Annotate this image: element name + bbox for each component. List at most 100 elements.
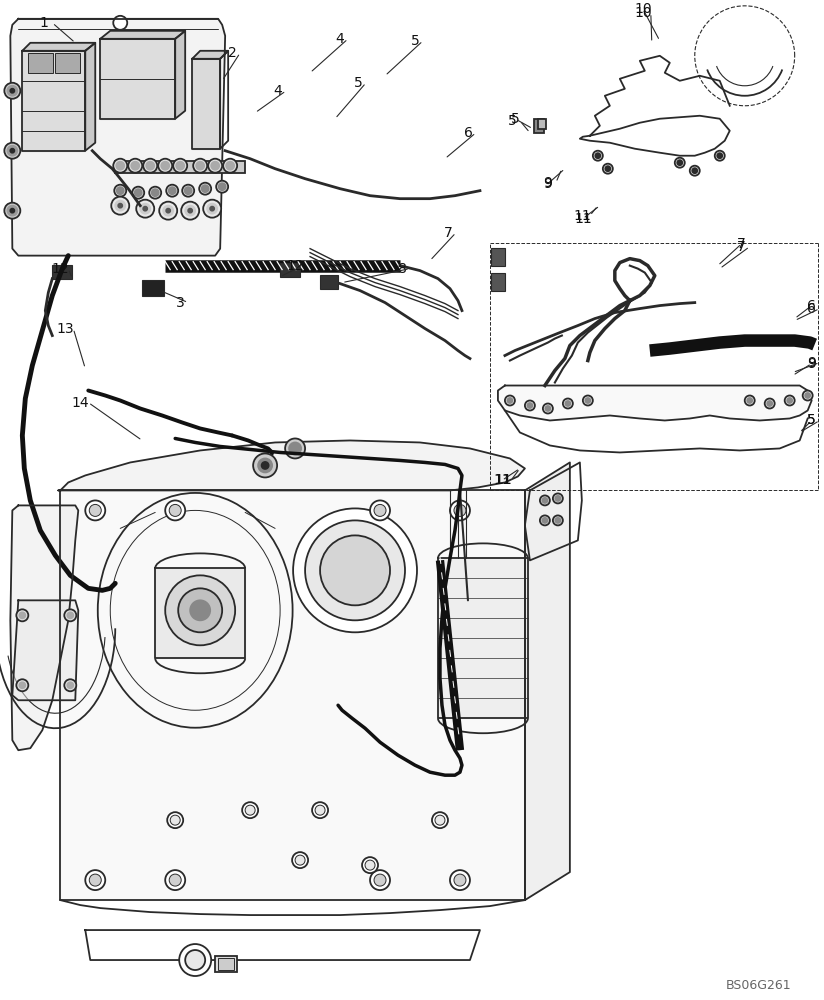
Circle shape (165, 870, 185, 890)
Circle shape (432, 812, 448, 828)
Circle shape (11, 209, 14, 213)
Circle shape (745, 396, 755, 405)
Circle shape (171, 815, 180, 825)
Circle shape (320, 535, 390, 605)
Circle shape (173, 159, 187, 173)
Circle shape (16, 679, 28, 691)
Circle shape (149, 187, 162, 199)
Circle shape (505, 396, 515, 405)
Circle shape (454, 874, 466, 886)
Circle shape (218, 183, 226, 190)
Text: 9: 9 (544, 176, 552, 190)
Circle shape (717, 153, 723, 158)
Bar (215, 956, 237, 972)
Bar (491, 248, 505, 266)
Circle shape (285, 438, 305, 458)
Circle shape (64, 679, 77, 691)
Text: 13: 13 (57, 322, 74, 336)
Circle shape (167, 812, 183, 828)
Circle shape (115, 201, 125, 211)
Circle shape (85, 500, 105, 520)
Circle shape (166, 185, 178, 197)
Polygon shape (85, 43, 96, 151)
Circle shape (563, 399, 573, 408)
Bar (52, 265, 73, 279)
Circle shape (113, 16, 127, 30)
Circle shape (165, 575, 235, 645)
Circle shape (675, 158, 685, 168)
Circle shape (207, 204, 218, 214)
Circle shape (714, 151, 725, 161)
Circle shape (803, 391, 812, 401)
Polygon shape (22, 51, 85, 151)
Text: 7: 7 (737, 237, 746, 251)
Circle shape (140, 204, 150, 214)
Polygon shape (438, 558, 528, 718)
Text: 5: 5 (410, 34, 419, 48)
Circle shape (19, 682, 26, 688)
Circle shape (179, 944, 211, 976)
Circle shape (545, 406, 550, 411)
Circle shape (169, 187, 176, 194)
Circle shape (596, 153, 601, 158)
Text: 11: 11 (493, 473, 511, 487)
Text: 6: 6 (464, 126, 472, 140)
Circle shape (68, 682, 73, 688)
Circle shape (527, 403, 532, 408)
Circle shape (182, 185, 194, 197)
Text: 10: 10 (634, 2, 652, 16)
Polygon shape (60, 490, 525, 900)
Bar (534, 119, 544, 133)
Circle shape (117, 187, 124, 194)
Circle shape (374, 874, 386, 886)
Circle shape (450, 500, 470, 520)
Circle shape (540, 515, 550, 525)
Text: 5: 5 (808, 413, 816, 427)
Circle shape (747, 398, 752, 403)
Text: 6: 6 (808, 299, 816, 313)
Polygon shape (11, 19, 225, 256)
Circle shape (553, 493, 563, 503)
Circle shape (525, 401, 535, 410)
Circle shape (258, 458, 272, 472)
Circle shape (4, 143, 21, 159)
Polygon shape (155, 568, 246, 658)
Circle shape (169, 874, 181, 886)
Polygon shape (101, 39, 176, 119)
Circle shape (11, 149, 14, 153)
Circle shape (181, 202, 199, 220)
Polygon shape (101, 31, 185, 39)
Bar (28, 53, 54, 73)
Text: 11: 11 (573, 209, 591, 223)
Circle shape (115, 185, 126, 197)
Circle shape (178, 588, 222, 632)
Circle shape (246, 805, 255, 815)
Circle shape (508, 398, 513, 403)
Circle shape (211, 162, 219, 170)
Circle shape (690, 166, 700, 176)
Circle shape (162, 162, 169, 170)
Circle shape (166, 209, 171, 213)
Circle shape (111, 197, 129, 215)
Circle shape (565, 401, 570, 406)
Text: 3: 3 (176, 296, 185, 310)
Text: 9: 9 (808, 357, 816, 371)
Text: 5: 5 (808, 413, 816, 427)
Circle shape (190, 600, 210, 620)
Text: 8: 8 (397, 262, 406, 276)
Circle shape (226, 162, 234, 170)
Polygon shape (192, 51, 228, 59)
Circle shape (85, 870, 105, 890)
Circle shape (193, 159, 207, 173)
Circle shape (185, 206, 195, 216)
Circle shape (295, 855, 305, 865)
Circle shape (292, 852, 308, 868)
Circle shape (312, 802, 328, 818)
Circle shape (113, 159, 127, 173)
Circle shape (454, 504, 466, 516)
Text: 11: 11 (574, 212, 592, 226)
Text: 12: 12 (286, 259, 304, 273)
Text: 2: 2 (227, 46, 236, 60)
Circle shape (765, 399, 775, 408)
Bar (143, 280, 164, 296)
